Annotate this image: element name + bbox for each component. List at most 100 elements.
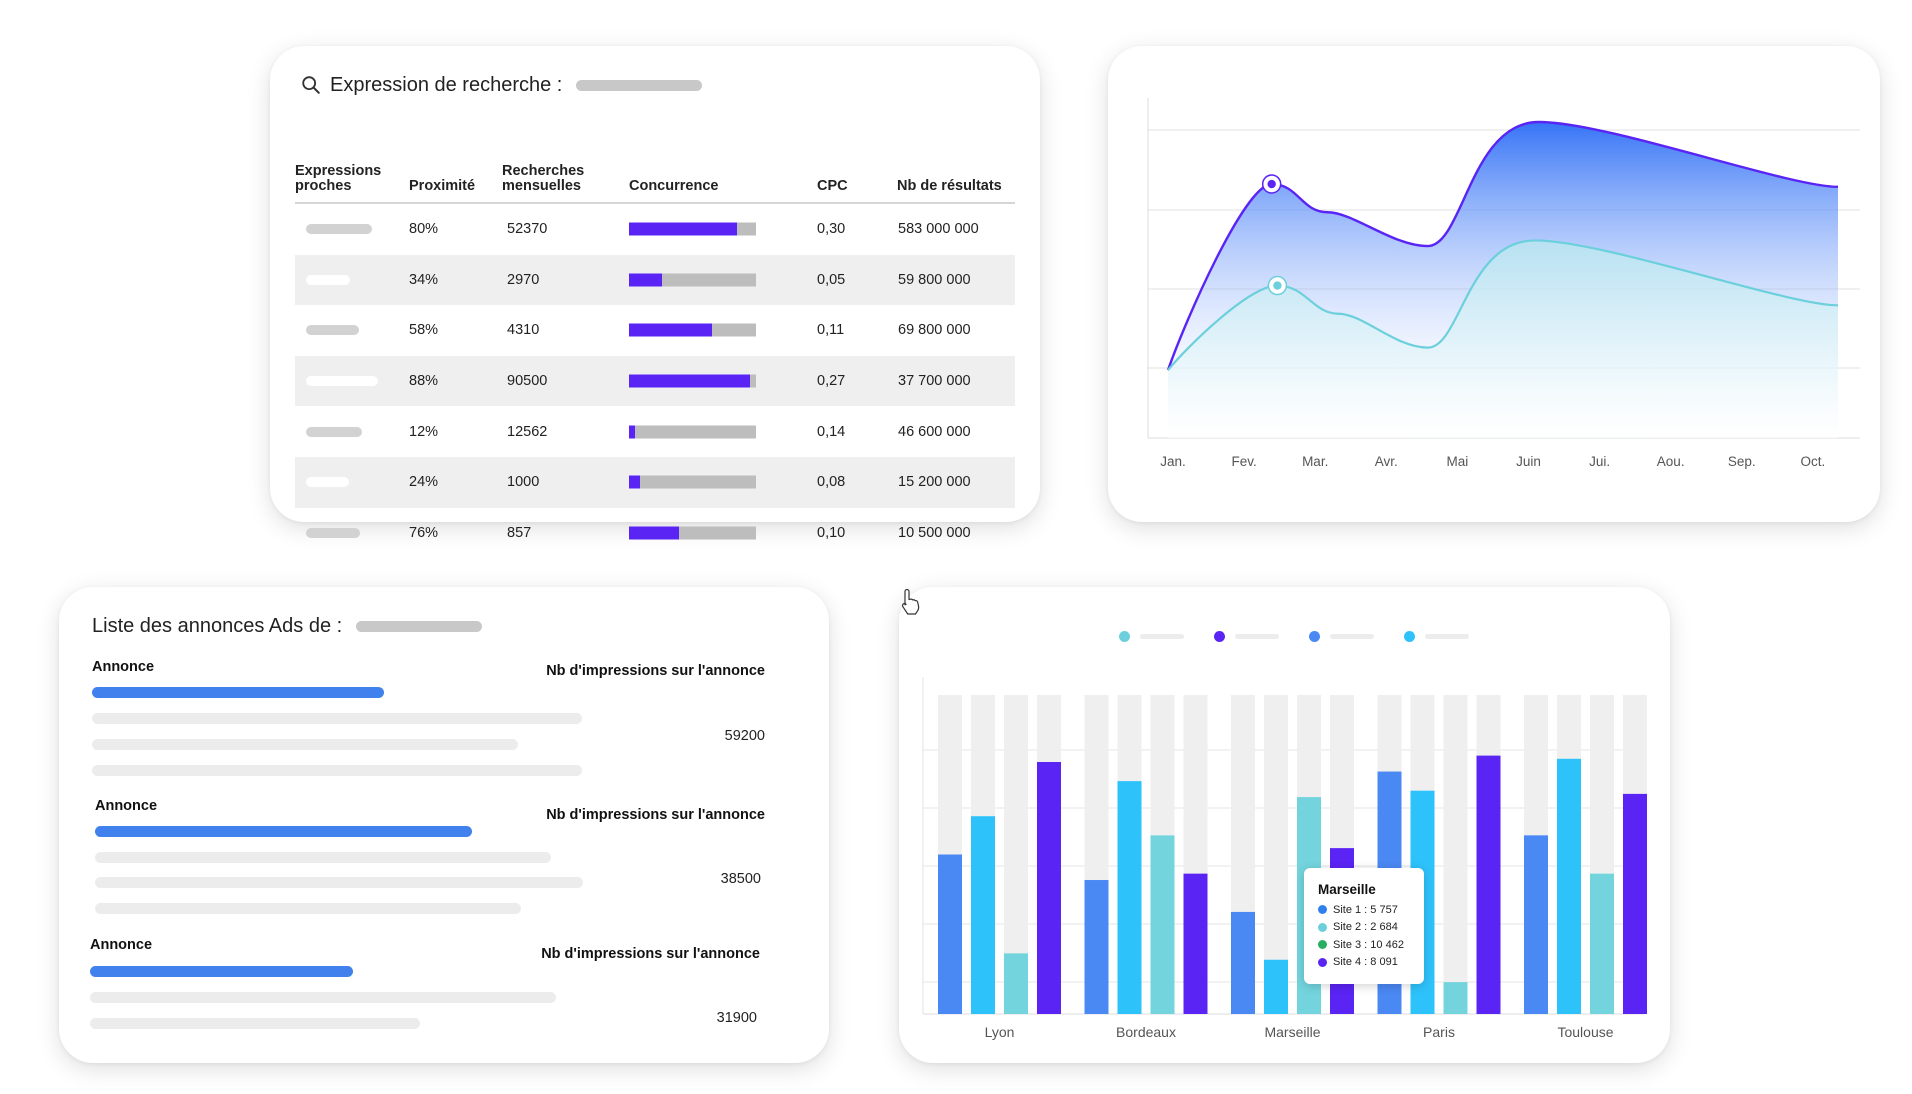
table-row[interactable]: 80% 52370 0,30 583 000 000 bbox=[295, 204, 1015, 255]
table-row[interactable]: 58% 4310 0,11 69 800 000 bbox=[295, 305, 1015, 356]
search-title-label: Expression de recherche : bbox=[330, 73, 563, 96]
data-point-dot bbox=[1273, 281, 1282, 290]
x-tick-label: Mar. bbox=[1302, 454, 1328, 469]
chart-tooltip: Marseille Site 1 : 5 757 Site 2 : 2 684 Si… bbox=[1304, 868, 1424, 984]
legend-dot bbox=[1404, 631, 1415, 642]
cell-proximite: 80% bbox=[409, 221, 439, 238]
tooltip-row-label: Site 2 : 2 684 bbox=[1333, 921, 1398, 934]
ad-text-placeholder bbox=[95, 877, 583, 888]
bar-marseille-series-2[interactable] bbox=[1264, 959, 1288, 1014]
bar-toulouse-series-2[interactable] bbox=[1557, 758, 1581, 1014]
concurrence-fill bbox=[629, 526, 679, 540]
bar-lyon-series-1[interactable] bbox=[938, 854, 962, 1015]
cell-resultats: 10 500 000 bbox=[898, 524, 971, 541]
table-row[interactable]: 24% 1000 0,08 15 200 000 bbox=[295, 456, 1015, 508]
ads-title-label: Liste des annonces Ads de : bbox=[92, 614, 343, 637]
table-header: Expressions proches Proximité Recherches… bbox=[295, 112, 1015, 204]
x-tick-label: Paris bbox=[1423, 1024, 1455, 1040]
table-row[interactable]: 12% 12562 0,14 46 600 000 bbox=[295, 406, 1015, 457]
x-tick-label: Mai bbox=[1447, 454, 1469, 469]
cell-proximite: 76% bbox=[409, 524, 439, 541]
bar-chart: Lyon Bordeaux Marseille Paris Toulouse bbox=[922, 677, 1647, 1040]
bar-bordeaux-series-2[interactable] bbox=[1117, 781, 1142, 1014]
ad-impressions-value: 38500 bbox=[720, 871, 761, 887]
ad-title-placeholder[interactable] bbox=[95, 826, 472, 837]
bar-lyon-series-2[interactable] bbox=[971, 816, 995, 1014]
expression-placeholder bbox=[306, 426, 362, 437]
cell-proximite: 58% bbox=[409, 322, 439, 339]
cell-proximite: 34% bbox=[409, 271, 439, 288]
col-recherches-mensuelles[interactable]: Recherches mensuelles bbox=[502, 163, 585, 194]
tooltip-row-label: Site 1 : 5 757 bbox=[1333, 903, 1398, 916]
chart-legend bbox=[1119, 631, 1469, 642]
bar-toulouse-series-1[interactable] bbox=[1524, 835, 1548, 1014]
x-tick-label: Sep. bbox=[1728, 454, 1756, 469]
tooltip-dot bbox=[1318, 905, 1327, 915]
area-line-series-1[interactable] bbox=[1166, 120, 1839, 371]
search-title: Expression de recherche : bbox=[300, 70, 703, 100]
cell-proximite: 88% bbox=[409, 373, 439, 390]
expression-placeholder bbox=[306, 376, 378, 387]
col-expressions-proches[interactable]: Expressions proches bbox=[295, 163, 382, 194]
cell-resultats: 15 200 000 bbox=[898, 474, 971, 491]
cell-recherches: 2970 bbox=[507, 271, 540, 288]
legend-item[interactable] bbox=[1404, 631, 1469, 642]
ad-label: Annonce bbox=[90, 937, 153, 953]
cell-resultats: 37 700 000 bbox=[898, 373, 971, 390]
bar-bordeaux-series-4[interactable] bbox=[1183, 873, 1208, 1014]
col-concurrence[interactable]: Concurrence bbox=[629, 178, 719, 194]
bar-paris-series-3[interactable] bbox=[1443, 982, 1468, 1014]
expression-placeholder bbox=[306, 325, 359, 336]
cell-recherches: 857 bbox=[507, 524, 532, 541]
tooltip-row: Site 2 : 2 684 bbox=[1318, 919, 1424, 937]
concurrence-bar bbox=[629, 374, 756, 388]
cell-recherches: 1000 bbox=[507, 474, 540, 491]
concurrence-fill bbox=[629, 425, 636, 439]
area-chart: Jan. Fev. Mar. Avr. Mai Juin Jui. Aou. Sep. Oct. bbox=[1147, 98, 1860, 469]
col-cpc[interactable]: CPC bbox=[817, 178, 848, 194]
tooltip-row-label: Site 4 : 8 091 bbox=[1333, 956, 1398, 969]
tooltip-row: Site 4 : 8 091 bbox=[1318, 954, 1424, 972]
cell-resultats: 46 600 000 bbox=[898, 423, 971, 440]
bar-bordeaux-series-3[interactable] bbox=[1150, 835, 1175, 1014]
table-row[interactable]: 76% 857 0,10 10 500 000 bbox=[295, 508, 1015, 559]
x-tick-label: Aou. bbox=[1657, 454, 1685, 469]
ads-domain-placeholder bbox=[356, 620, 483, 632]
legend-item[interactable] bbox=[1214, 631, 1279, 642]
table-row[interactable]: 88% 90500 0,27 37 700 000 bbox=[295, 355, 1015, 407]
expression-placeholder bbox=[306, 477, 349, 488]
bar-toulouse-series-4[interactable] bbox=[1623, 793, 1647, 1014]
col-nb-resultats[interactable]: Nb de résultats bbox=[897, 178, 1002, 194]
bar-lyon-series-3[interactable] bbox=[1004, 953, 1028, 1014]
cell-proximite: 24% bbox=[409, 474, 439, 491]
x-tick-label: Oct. bbox=[1801, 454, 1826, 469]
bar-paris-series-4[interactable] bbox=[1476, 755, 1501, 1014]
tooltip-dot bbox=[1318, 940, 1327, 950]
cell-recherches: 12562 bbox=[507, 423, 548, 440]
x-tick-label: Avr. bbox=[1375, 454, 1398, 469]
concurrence-fill bbox=[629, 475, 641, 489]
cell-recherches: 90500 bbox=[507, 373, 548, 390]
concurrence-bar bbox=[629, 273, 756, 287]
cell-resultats: 583 000 000 bbox=[898, 221, 979, 238]
ad-title-placeholder[interactable] bbox=[92, 687, 384, 698]
col-proximite[interactable]: Proximité bbox=[409, 178, 476, 194]
data-point-dot bbox=[1267, 179, 1276, 189]
x-tick-label: Fev. bbox=[1231, 454, 1256, 469]
bar-toulouse-series-3[interactable] bbox=[1590, 873, 1614, 1014]
bar-bordeaux-series-1[interactable] bbox=[1084, 880, 1109, 1014]
legend-label-placeholder bbox=[1140, 634, 1184, 639]
search-icon[interactable] bbox=[300, 74, 322, 96]
x-tick-label: Toulouse bbox=[1557, 1024, 1613, 1040]
ad-title-placeholder[interactable] bbox=[90, 966, 353, 977]
legend-item[interactable] bbox=[1119, 631, 1184, 642]
concurrence-bar bbox=[629, 475, 756, 489]
bar-lyon-series-4[interactable] bbox=[1037, 761, 1061, 1014]
table-row[interactable]: 34% 2970 0,05 59 800 000 bbox=[295, 254, 1015, 306]
legend-item[interactable] bbox=[1309, 631, 1374, 642]
concurrence-bar bbox=[629, 425, 756, 439]
cell-cpc: 0,27 bbox=[817, 373, 846, 390]
tooltip-row: Site 3 : 10 462 bbox=[1318, 936, 1424, 954]
bar-marseille-series-1[interactable] bbox=[1231, 911, 1255, 1014]
bar-track bbox=[1443, 695, 1468, 1014]
